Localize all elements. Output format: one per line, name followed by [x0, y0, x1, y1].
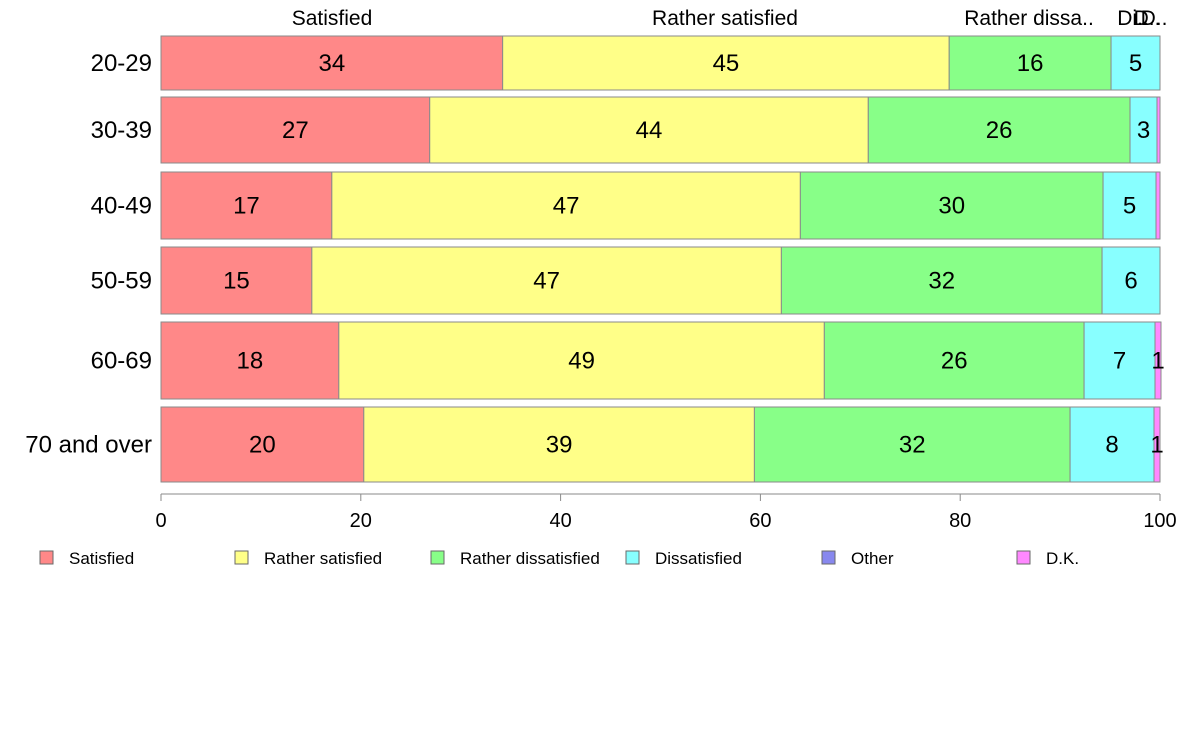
- legend-label: Satisfied: [69, 549, 134, 568]
- legend-swatch-dissatisfied: [625, 550, 640, 565]
- x-tick-label: 0: [155, 510, 166, 532]
- bar-segment-d-k: [1154, 321, 1162, 400]
- legend-label: Other: [851, 549, 894, 568]
- bar-segment-rather-dissatisfied: [799, 171, 1104, 240]
- bar-segment-satisfied: [160, 35, 504, 91]
- data-label: 32: [899, 432, 926, 459]
- bar-segment-rather-satisfied: [363, 406, 755, 483]
- category-label: 50-59: [91, 268, 152, 295]
- top-label: Satisfied: [292, 7, 373, 30]
- data-label: 47: [553, 193, 580, 220]
- bar-segment-rather-satisfied: [429, 96, 869, 164]
- data-label: 17: [233, 193, 260, 220]
- x-axis: 0 20 40 60 80 100: [155, 493, 1177, 532]
- bar-segment-rather-dissatisfied: [753, 406, 1071, 483]
- data-label: 1: [1150, 432, 1163, 459]
- top-label: D..: [1134, 7, 1161, 30]
- data-label: 26: [941, 348, 968, 375]
- data-label: 44: [636, 117, 663, 144]
- category-label: 30-39: [91, 117, 152, 144]
- data-label: 8: [1105, 432, 1118, 459]
- bar-segment-rather-satisfied: [311, 246, 782, 315]
- data-label: 27: [282, 117, 309, 144]
- bar-segment-rather-satisfied: [331, 171, 801, 240]
- legend-swatch-satisfied: [39, 550, 54, 565]
- legend-label: Rather dissatisfied: [460, 549, 600, 568]
- bar-segment-d-k: [1153, 406, 1161, 483]
- category-label: 20-29: [91, 50, 152, 77]
- bar-segment-dissatisfied: [1069, 406, 1155, 483]
- legend-swatch-other: [821, 550, 836, 565]
- bar-segment-rather-dissatisfied: [948, 35, 1112, 91]
- legend-swatch-rather-dissatisfied: [430, 550, 445, 565]
- category-axis-labels: 20-29 30-39 40-49 50-59 60-69 70 and over: [25, 50, 152, 459]
- category-label: 60-69: [91, 348, 152, 375]
- data-label: 5: [1129, 50, 1142, 77]
- bar-segment-satisfied: [160, 96, 431, 164]
- bar-segment-rather-dissatisfied: [823, 321, 1085, 400]
- data-label: 47: [533, 268, 560, 295]
- bars: 34 45 16 527 44 26 317 47 30 515 47 32 618 49 26 7 120 39…: [160, 35, 1165, 483]
- bar-segment-rather-satisfied: [338, 321, 825, 400]
- x-tick-label: 40: [549, 510, 571, 532]
- legend-label: Rather satisfied: [264, 549, 382, 568]
- data-label: 32: [928, 268, 955, 295]
- bar-segment-satisfied: [160, 406, 365, 483]
- top-label: Rather dissa..: [964, 7, 1094, 30]
- data-label: 26: [986, 117, 1013, 144]
- bar-segment-dissatisfied: [1110, 35, 1161, 91]
- bar-segment-dissatisfied: [1102, 171, 1157, 240]
- data-label: 1: [1151, 348, 1164, 375]
- top-label: Di..: [1117, 7, 1149, 30]
- x-tick-label: 100: [1143, 510, 1176, 532]
- data-label: 3: [1137, 117, 1150, 144]
- legend-label: Dissatisfied: [655, 549, 742, 568]
- data-label: 39: [546, 432, 573, 459]
- top-label: Rather satisfied: [652, 7, 798, 30]
- data-label: 7: [1113, 348, 1126, 375]
- bar-segment-dissatisfied: [1101, 246, 1161, 315]
- data-label: 20: [249, 432, 276, 459]
- bar-segment-d-k: [1155, 171, 1161, 240]
- category-label: 70 and over: [25, 432, 152, 459]
- data-label: 16: [1017, 50, 1044, 77]
- bar-segment-satisfied: [160, 321, 340, 400]
- x-tick-label: 60: [749, 510, 771, 532]
- x-tick-label: 20: [350, 510, 372, 532]
- data-label: 6: [1124, 268, 1137, 295]
- category-label: 40-49: [91, 193, 152, 220]
- bar-segment-satisfied: [160, 171, 333, 240]
- bar-segment-satisfied: [160, 246, 313, 315]
- x-tick-label: 80: [949, 510, 971, 532]
- top-series-labels: Satisfied Rather satisfied Rather dissa.. D…: [292, 7, 1168, 30]
- data-label: 49: [568, 348, 595, 375]
- data-label: 5: [1123, 193, 1136, 220]
- data-label: 18: [237, 348, 264, 375]
- bar-segment-dissatisfied: [1083, 321, 1156, 400]
- bar-segment-dissatisfied: [1129, 96, 1158, 164]
- legend-swatch-rather-satisfied: [234, 550, 249, 565]
- legend: Satisfied Rather satisfied Rather dissatis…: [39, 549, 1079, 568]
- data-label: 30: [938, 193, 965, 220]
- legend-label: D.K.: [1046, 549, 1079, 568]
- bar-segment-rather-dissatisfied: [867, 96, 1131, 164]
- data-label: 15: [223, 268, 250, 295]
- data-label: 45: [713, 50, 740, 77]
- data-label: 34: [318, 50, 345, 77]
- bar-segment-d-k: [1156, 96, 1161, 164]
- bar-segment-rather-dissatisfied: [780, 246, 1103, 315]
- legend-swatch-d-k: [1016, 550, 1031, 565]
- top-label: D..: [1141, 7, 1168, 30]
